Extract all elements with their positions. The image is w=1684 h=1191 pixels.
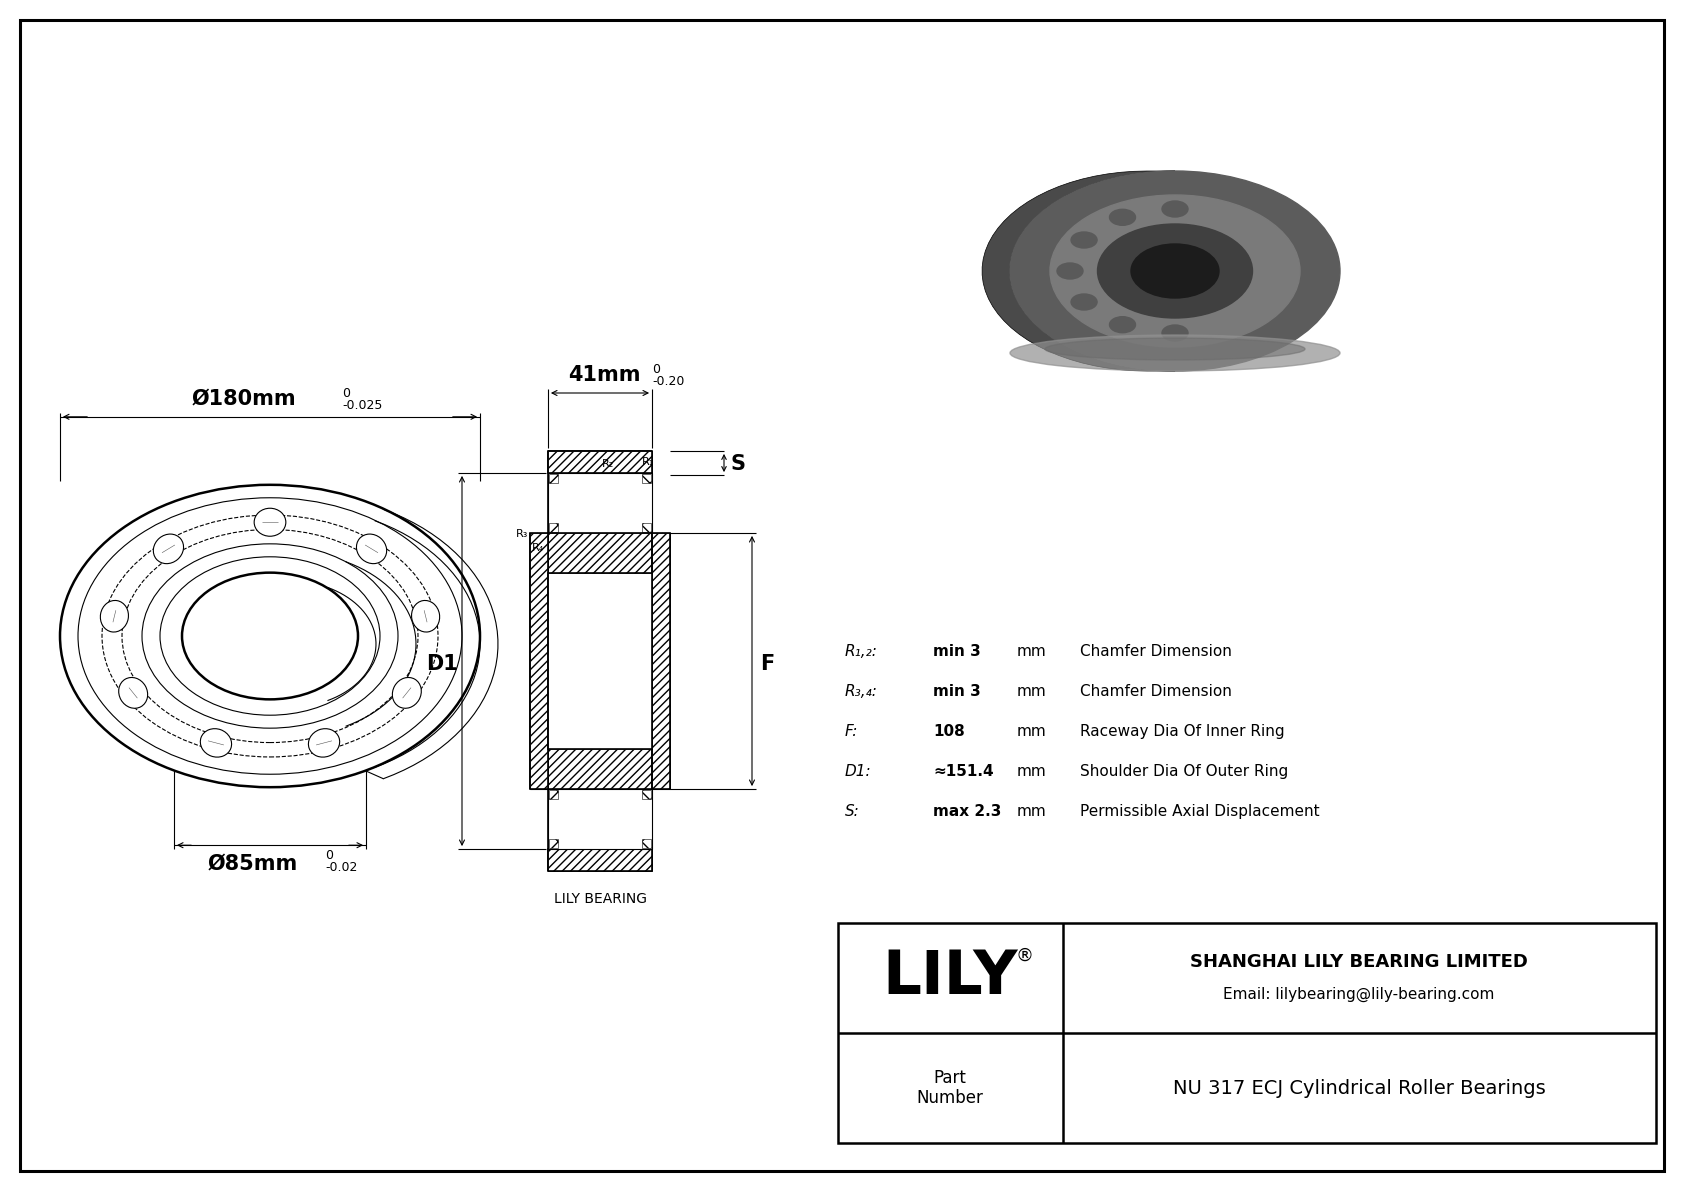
Text: NU 317 ECJ Cylindrical Roller Bearings: NU 317 ECJ Cylindrical Roller Bearings [1172,1079,1546,1097]
Ellipse shape [1010,335,1340,372]
Ellipse shape [200,729,232,757]
Bar [547,451,652,473]
Bar [642,790,652,799]
Bar [642,838,652,848]
Bar [652,534,670,788]
Text: ®: ® [1015,947,1032,965]
Bar [547,788,652,849]
Text: R₄: R₄ [532,543,544,553]
Text: max 2.3: max 2.3 [933,804,1002,819]
Bar [1000,141,1351,401]
Text: R₃: R₃ [515,529,529,540]
Text: LILY BEARING: LILY BEARING [554,892,647,906]
Polygon shape [982,172,1175,372]
Ellipse shape [254,509,286,536]
Ellipse shape [1058,263,1083,279]
Bar [547,749,652,788]
Ellipse shape [1010,172,1340,372]
Ellipse shape [1098,224,1253,318]
Text: min 3: min 3 [933,684,980,699]
Bar [652,534,670,788]
Ellipse shape [153,534,184,563]
Bar [547,849,652,871]
Ellipse shape [411,600,440,632]
Bar [530,534,547,788]
Text: Chamfer Dimension: Chamfer Dimension [1079,644,1233,659]
Text: -0.02: -0.02 [325,861,357,874]
Text: -0.20: -0.20 [652,375,684,388]
Text: F: F [759,654,775,674]
Text: Raceway Dia Of Inner Ring: Raceway Dia Of Inner Ring [1079,724,1285,738]
Text: mm: mm [1017,763,1047,779]
Text: F:: F: [845,724,859,738]
Ellipse shape [357,534,387,563]
Ellipse shape [1162,325,1187,341]
Ellipse shape [61,485,480,787]
Ellipse shape [182,573,359,699]
Text: mm: mm [1017,644,1047,659]
Ellipse shape [1051,195,1300,347]
Ellipse shape [101,600,128,632]
Text: Part
Number: Part Number [916,1068,983,1108]
Bar [547,534,652,788]
Text: Shoulder Dia Of Outer Ring: Shoulder Dia Of Outer Ring [1079,763,1288,779]
Text: Chamfer Dimension: Chamfer Dimension [1079,684,1233,699]
Bar [549,838,557,848]
Ellipse shape [1110,317,1135,332]
Text: mm: mm [1017,724,1047,738]
Text: S:: S: [845,804,861,819]
Text: D1:: D1: [845,763,872,779]
Text: R₃,₄:: R₃,₄: [845,684,877,699]
Ellipse shape [1132,244,1219,298]
Text: mm: mm [1017,684,1047,699]
Bar [547,534,652,573]
Text: LILY: LILY [882,948,1017,1008]
Ellipse shape [1071,294,1096,310]
Bar [547,849,652,871]
Text: R₁: R₁ [642,457,655,467]
Text: R₂: R₂ [601,459,615,469]
Text: 0: 0 [325,849,333,862]
Text: Email: lilybearing@lily-bearing.com: Email: lilybearing@lily-bearing.com [1223,986,1495,1002]
Ellipse shape [1162,201,1187,217]
Bar [547,573,652,749]
Bar [549,474,557,484]
Text: S: S [729,454,744,474]
Text: SHANGHAI LILY BEARING LIMITED: SHANGHAI LILY BEARING LIMITED [1191,953,1527,971]
Text: Ø85mm: Ø85mm [209,853,298,873]
Ellipse shape [1046,338,1305,360]
Bar [839,923,1655,1143]
Text: Ø180mm: Ø180mm [192,388,296,409]
Text: 41mm: 41mm [568,364,640,385]
Bar [530,534,547,788]
Text: -0.025: -0.025 [342,399,382,412]
Bar [549,790,557,799]
Bar [547,451,652,473]
Bar [642,523,652,532]
Ellipse shape [308,729,340,757]
Text: Permissible Axial Displacement: Permissible Axial Displacement [1079,804,1320,819]
Bar [525,445,675,877]
Ellipse shape [118,678,148,709]
Text: D1: D1 [426,654,458,674]
Text: R₁,₂:: R₁,₂: [845,644,877,659]
Text: mm: mm [1017,804,1047,819]
Bar [549,523,557,532]
Bar [547,473,652,534]
Text: 0: 0 [342,387,350,400]
Text: 0: 0 [652,363,660,376]
Bar [642,474,652,484]
Ellipse shape [1071,232,1096,248]
Ellipse shape [1110,210,1135,225]
Text: 108: 108 [933,724,965,738]
Text: min 3: min 3 [933,644,980,659]
Text: ≈151.4: ≈151.4 [933,763,994,779]
Ellipse shape [392,678,421,709]
